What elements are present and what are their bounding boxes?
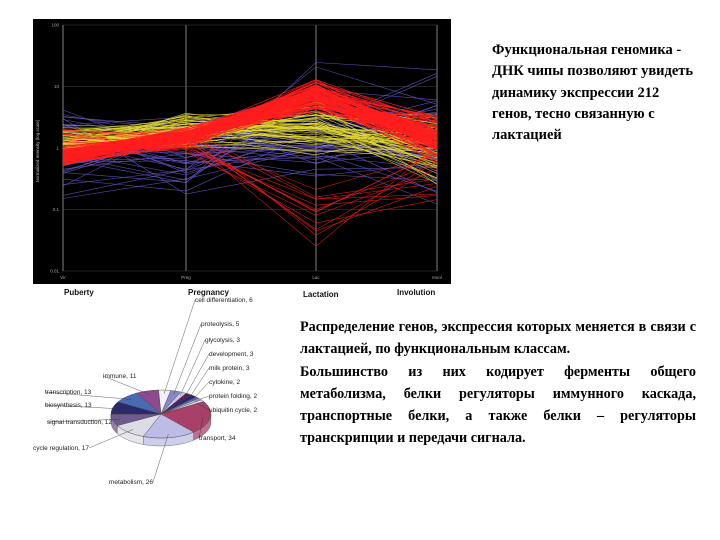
- pie-slice-label: cytokine, 2: [209, 379, 240, 386]
- description-paragraph-2: Большинство из них кодирует ферменты общ…: [300, 363, 696, 447]
- pie-slice-label: immune, 11: [103, 373, 137, 380]
- pie-leader-line: [88, 429, 134, 449]
- pie-leader-line: [196, 402, 210, 411]
- pie-slice-label: protein folding, 2: [209, 393, 257, 400]
- pie-leader-line: [191, 381, 210, 401]
- gene-expression-line: [62, 130, 438, 158]
- pie-slice-label: transcription, 13: [45, 389, 92, 396]
- gene-expression-line: [62, 128, 438, 210]
- gene-expression-line: [62, 130, 438, 200]
- pie-slices: [110, 389, 212, 447]
- expression-plot: 100 10 1 0.1 0.01 Vir Preg Lac Invol Normalized …: [33, 19, 451, 284]
- pie-slice-label: glycolysis, 3: [205, 337, 240, 344]
- pie-leaders: [44, 299, 210, 483]
- plot-xtick-label: Invol: [432, 275, 442, 280]
- pie-slice: [160, 401, 212, 433]
- description-paragraph-1: Распределение генов, экспрессия которых …: [300, 319, 696, 358]
- description-top: Функциональная геномика - ДНК чипы позво…: [492, 42, 694, 144]
- pie-slice: [142, 413, 195, 439]
- pie-slice: [136, 389, 162, 415]
- plot-ylabel: Normalized Intensity (log scale): [35, 119, 40, 182]
- plot-ytick-label: 10: [54, 84, 60, 89]
- gene-expression-line: [62, 102, 438, 153]
- pie-leader-line: [152, 434, 169, 483]
- pie-leader-line: [102, 375, 150, 395]
- plot-ytick-label: 0.01: [50, 269, 59, 274]
- gene-expression-line: [62, 134, 438, 190]
- stage-labels: Puberty Pregnancy Lactation Involution: [33, 284, 463, 304]
- pie-leader-line: [44, 391, 132, 400]
- pie-leader-line: [44, 404, 120, 409]
- plot-ytick-label: 0.1: [53, 207, 60, 212]
- plot-lines: [62, 62, 438, 247]
- gene-expression-line: [62, 133, 438, 216]
- pie-labels: cell differentiation, 6 proteolysis, 5 gly…: [33, 297, 257, 486]
- pie-leader-line: [198, 417, 204, 439]
- pie-slice-label: ubiquitin cycle, 2: [209, 407, 257, 414]
- stage-label-involution: Involution: [397, 288, 436, 297]
- plot-xtick-label: Preg: [181, 275, 191, 280]
- gene-expression-line: [62, 134, 438, 153]
- plot-ytick-label: 1: [56, 146, 59, 151]
- pie-slice-label: milk protein, 3: [209, 365, 250, 372]
- gene-expression-line: [62, 128, 438, 156]
- pie-slice-label: proliferation / cell cycle regulation, 1…: [33, 445, 89, 452]
- pie-slice-label: proteolysis, 5: [201, 321, 240, 328]
- gene-expression-line: [62, 141, 438, 224]
- pie-leader-line: [194, 395, 210, 402]
- pie-leader-line: [46, 419, 120, 423]
- plot-xtick-label: Lac: [312, 275, 320, 280]
- gene-expression-line: [62, 141, 438, 213]
- stage-label-lactation: Lactation: [303, 290, 339, 299]
- pie-leader-line: [163, 299, 196, 394]
- gene-expression-line: [62, 147, 438, 185]
- gene-expression-line: [62, 88, 438, 162]
- pie-slice-label: development, 3: [209, 351, 254, 358]
- pie-slice-label: metabolism, 26: [109, 479, 153, 486]
- pie-slice-label: transport, 34: [199, 435, 236, 442]
- functional-class-pie-chart: cell differentiation, 6 proteolysis, 5 gly…: [33, 297, 257, 486]
- pie-leader-line: [179, 339, 206, 396]
- pie-slice-label: biosynthesis, 13: [45, 402, 92, 409]
- pie-leader-line: [188, 367, 210, 399]
- gene-expression-line: [62, 89, 438, 158]
- pie-slice-label: signal transduction, 12: [47, 419, 112, 426]
- stage-label-puberty: Puberty: [64, 288, 94, 297]
- gene-expression-line: [62, 94, 438, 156]
- description-bottom: Распределение генов, экспрессия которых …: [300, 316, 696, 450]
- gene-expression-line: [62, 139, 438, 206]
- stage-label-pregnancy: Pregnancy: [188, 288, 229, 297]
- pie-leader-line: [173, 323, 202, 395]
- plot-xtick-label: Vir: [60, 275, 66, 280]
- gene-expression-line: [62, 127, 438, 198]
- pie-leader-line: [184, 353, 210, 398]
- gene-expression-line: [62, 123, 438, 144]
- pie-slice-label: cell differentiation, 6: [195, 297, 253, 304]
- plot-ytick-label: 100: [51, 23, 59, 28]
- gene-expression-line: [62, 133, 438, 200]
- gene-expression-line: [62, 100, 438, 156]
